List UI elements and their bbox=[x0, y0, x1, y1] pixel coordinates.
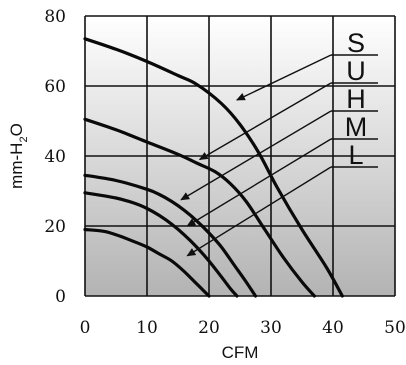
y-tick-labels: 0 20 40 60 80 bbox=[44, 7, 66, 307]
series-label-S: S bbox=[347, 28, 365, 58]
x-tick-label: 50 bbox=[384, 318, 406, 338]
leader-arrow-U bbox=[198, 82, 332, 161]
curve-S bbox=[83, 37, 344, 298]
series-label-U: U bbox=[346, 56, 366, 86]
curve-H bbox=[83, 173, 258, 298]
y-tick-label: 40 bbox=[44, 147, 66, 167]
x-tick-labels: 0 10 20 30 40 50 bbox=[80, 318, 406, 338]
leader-arrow-M bbox=[186, 138, 332, 227]
y-tick-label: 0 bbox=[55, 287, 66, 307]
y-tick-label: 80 bbox=[44, 7, 66, 27]
x-tick-label: 30 bbox=[260, 318, 282, 338]
leader-arrow-H bbox=[180, 110, 332, 201]
leader-arrow-S bbox=[235, 54, 332, 101]
x-tick-label: 20 bbox=[198, 318, 220, 338]
leader-arrow-L bbox=[186, 166, 332, 257]
curve-L bbox=[83, 227, 211, 298]
curve-U bbox=[83, 117, 316, 298]
series-label-H: H bbox=[346, 84, 366, 114]
y-tick-label: 20 bbox=[44, 217, 66, 237]
y-tick-label: 60 bbox=[44, 77, 66, 97]
grid-lines bbox=[84, 15, 396, 297]
curve-M bbox=[83, 191, 239, 298]
y-axis-title: mm-H2O bbox=[7, 123, 30, 189]
curves bbox=[83, 37, 344, 298]
x-tick-label: 40 bbox=[322, 318, 344, 338]
x-tick-label: 0 bbox=[80, 318, 91, 338]
series-label-L: L bbox=[348, 140, 363, 170]
series-label-M: M bbox=[345, 112, 368, 142]
leader-lines bbox=[180, 54, 378, 257]
x-axis-title: CFM bbox=[222, 343, 259, 362]
x-tick-label: 10 bbox=[136, 318, 158, 338]
